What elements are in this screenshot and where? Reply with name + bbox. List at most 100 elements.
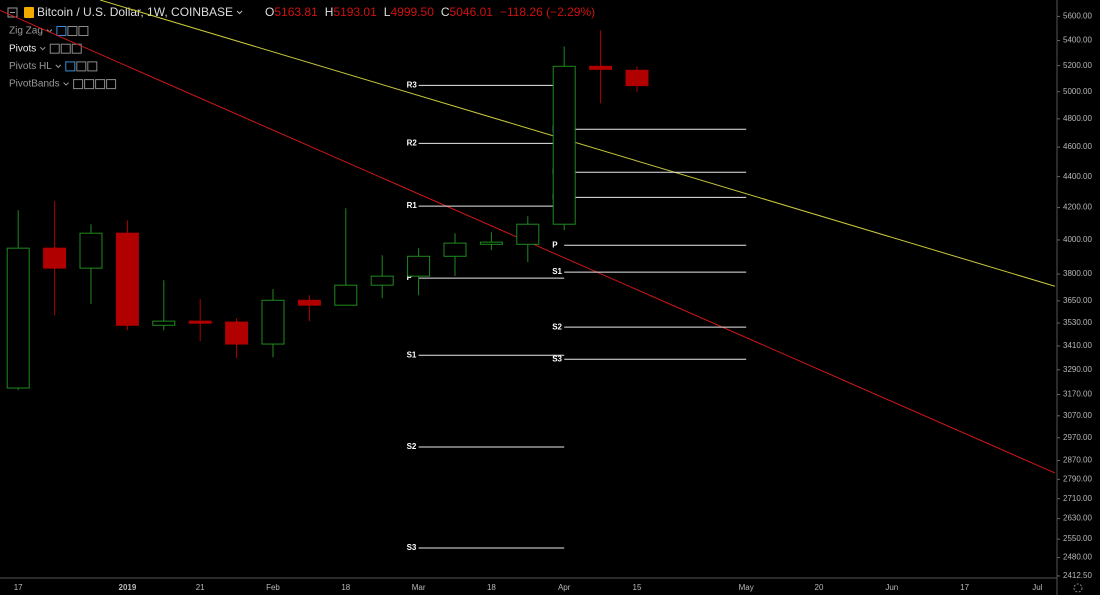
pivot-label: S1 — [407, 350, 417, 359]
chevron[interactable] — [39, 46, 46, 51]
symbol-title[interactable]: Bitcoin / U.S. Dollar, 1W, COINBASE — [37, 5, 233, 19]
x-tick-label: 17 — [960, 583, 969, 592]
y-tick-label: 5600.00 — [1063, 12, 1092, 21]
indicator-button[interactable] — [60, 43, 71, 54]
bitcoin-icon — [24, 7, 34, 18]
y-tick-label: 4600.00 — [1063, 142, 1092, 151]
candle-body — [297, 299, 321, 306]
x-tick-label: 18 — [487, 583, 496, 592]
x-tick-label: 18 — [341, 583, 350, 592]
indicator-button[interactable] — [78, 26, 89, 36]
settings-icon[interactable] — [1073, 583, 1083, 593]
y-tick-label: 3290.00 — [1063, 365, 1092, 374]
x-tick-label: 15 — [633, 583, 642, 592]
candle-body — [552, 65, 576, 225]
y-tick-label: 4800.00 — [1063, 114, 1092, 123]
indicator-button[interactable] — [106, 79, 117, 90]
y-tick-label: 4400.00 — [1063, 172, 1092, 181]
y-tick-label: 3650.00 — [1063, 296, 1092, 305]
candle-body — [407, 255, 431, 277]
ohlc-key: H — [325, 5, 334, 19]
ohlc-key: L — [384, 5, 391, 19]
indicator-name[interactable]: Pivots — [9, 43, 36, 54]
candle-body — [115, 232, 139, 326]
candle-body — [6, 247, 30, 389]
x-tick-label: 20 — [815, 583, 824, 592]
ohlc-value: 5163.81 — [274, 5, 318, 19]
candle-body — [188, 320, 212, 324]
x-tick-label: Apr — [558, 583, 571, 592]
chevron[interactable] — [55, 64, 62, 69]
ohlc-value: 4999.50 — [390, 5, 434, 19]
candle-body — [43, 247, 67, 269]
y-tick-label: 4000.00 — [1063, 235, 1092, 244]
indicator-name[interactable]: PivotBands — [9, 79, 60, 90]
indicator-name[interactable]: Zig Zag — [9, 26, 43, 37]
pivot-label: S3 — [552, 354, 562, 363]
x-tick-label: 2019 — [119, 583, 137, 592]
candle-body — [79, 232, 103, 269]
x-tick-label: Mar — [412, 583, 426, 592]
indicator-name[interactable]: Pivots HL — [9, 61, 52, 72]
candle-body — [589, 65, 613, 70]
ohlc-key: O — [265, 5, 274, 19]
pivot-label: S2 — [407, 442, 417, 451]
indicator-button[interactable] — [65, 61, 76, 72]
x-tick-label: Feb — [266, 583, 280, 592]
y-tick-label: 2412.50 — [1063, 571, 1092, 580]
chevron[interactable] — [63, 82, 69, 86]
y-tick-label: 2480.00 — [1063, 553, 1092, 562]
x-tick-label: Jul — [1032, 583, 1042, 592]
candle-body — [334, 284, 358, 306]
pivot-label: R3 — [407, 80, 418, 89]
pivot-label: S3 — [407, 543, 417, 552]
y-tick-label: 3410.00 — [1063, 341, 1092, 350]
y-tick-label: 2550.00 — [1063, 534, 1092, 543]
indicator-button[interactable] — [84, 79, 95, 90]
pivot-label: P — [407, 273, 413, 282]
ohlc-key: C — [441, 5, 450, 19]
y-tick-label: 3530.00 — [1063, 318, 1092, 327]
y-tick-label: 2970.00 — [1063, 433, 1092, 442]
y-tick-label: 2790.00 — [1063, 474, 1092, 483]
x-tick-label: May — [739, 583, 754, 592]
price-change: −118.26 (−2.29%) — [500, 5, 595, 19]
indicator-button[interactable] — [73, 79, 84, 90]
chevron[interactable] — [236, 10, 243, 15]
indicator-button[interactable] — [87, 61, 98, 72]
y-tick-label: 3170.00 — [1063, 390, 1092, 399]
candle-body — [516, 223, 540, 245]
pivot-label: R2 — [407, 138, 418, 147]
ohlc-value: 5193.01 — [333, 5, 377, 19]
x-tick-label: 21 — [196, 583, 205, 592]
y-tick-label: 5400.00 — [1063, 36, 1092, 45]
pivot-label: S1 — [552, 267, 562, 276]
indicator-button[interactable] — [67, 26, 78, 36]
candle-body — [479, 241, 503, 245]
header: Bitcoin / U.S. Dollar, 1W, COINBASE O 516… — [37, 5, 595, 19]
indicator-button[interactable] — [49, 43, 60, 54]
y-tick-label: 3070.00 — [1063, 411, 1092, 420]
indicator-button[interactable] — [76, 61, 87, 72]
x-tick-label: Jun — [885, 583, 898, 592]
candle-body — [261, 299, 285, 345]
pivot-label: R1 — [407, 201, 418, 210]
y-tick-label: 2630.00 — [1063, 514, 1092, 523]
y-tick-label: 5200.00 — [1063, 61, 1092, 70]
candle-body — [625, 69, 649, 87]
y-tick-label: 5000.00 — [1063, 87, 1092, 96]
ohlc-value: 5046.01 — [450, 5, 494, 19]
indicator-button[interactable] — [95, 79, 106, 90]
pivot-label: S2 — [552, 322, 562, 331]
y-tick-label: 4200.00 — [1063, 203, 1092, 212]
indicator-button[interactable] — [56, 26, 67, 36]
candle-body — [225, 321, 249, 345]
candle-body — [370, 275, 394, 286]
candle-body — [443, 242, 467, 257]
pivot-label: P — [552, 240, 558, 249]
indicator-list: Zig Zag Pivots Pivots HL PivotBands — [9, 26, 117, 90]
collapse-icon[interactable] — [7, 7, 18, 18]
